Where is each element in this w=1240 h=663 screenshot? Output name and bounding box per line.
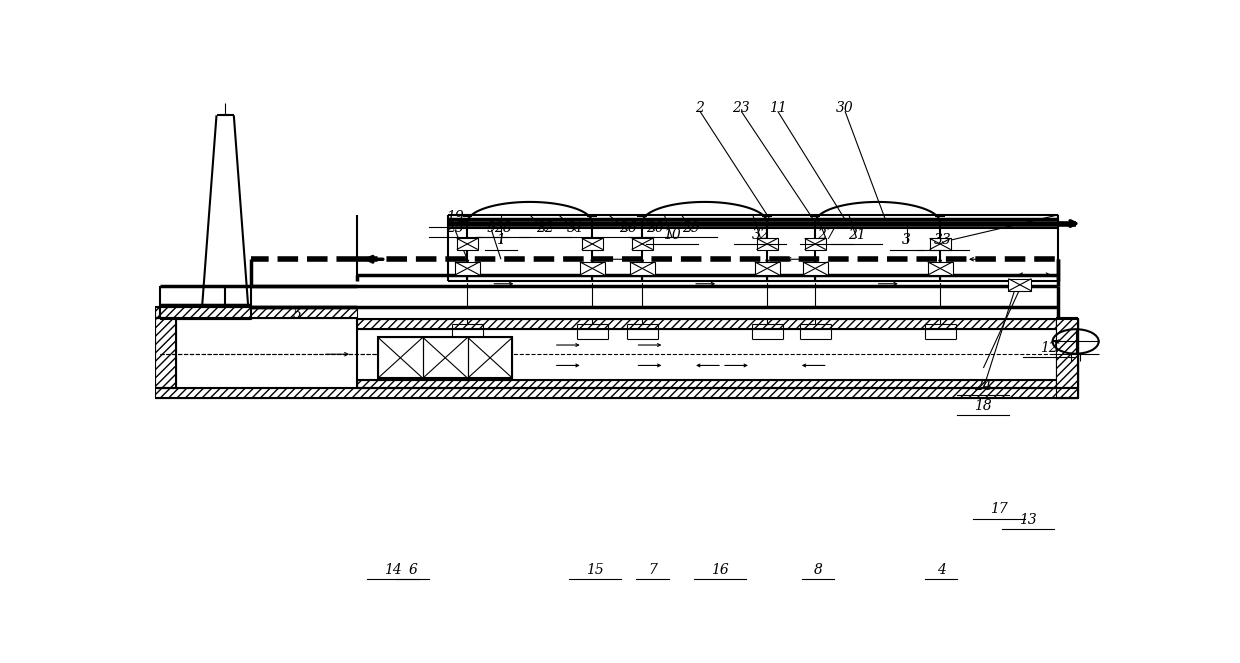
Text: 27: 27: [817, 228, 835, 242]
Text: 24: 24: [975, 379, 992, 393]
Bar: [456, 238, 477, 249]
Text: 16: 16: [712, 563, 729, 577]
Bar: [805, 238, 826, 249]
Text: 4: 4: [936, 563, 946, 577]
Bar: [756, 238, 777, 249]
Bar: [802, 262, 828, 275]
Bar: [1056, 318, 1078, 398]
Text: 7: 7: [649, 563, 657, 577]
Text: 2: 2: [696, 101, 704, 115]
Bar: [160, 305, 250, 320]
Text: 3: 3: [901, 233, 911, 247]
Bar: [755, 262, 780, 275]
Text: 9: 9: [487, 221, 496, 235]
Text: 12: 12: [1040, 341, 1058, 355]
Bar: [155, 307, 357, 318]
Bar: [455, 262, 480, 275]
Bar: [357, 380, 1056, 389]
Text: 19: 19: [446, 210, 464, 224]
Text: 18: 18: [975, 399, 992, 413]
Text: 25: 25: [446, 221, 464, 235]
Bar: [582, 238, 603, 249]
Bar: [155, 318, 176, 389]
Text: 1: 1: [496, 233, 506, 247]
Text: 33: 33: [934, 233, 952, 247]
Text: 6: 6: [408, 563, 417, 577]
Bar: [928, 262, 952, 275]
Bar: [930, 238, 951, 249]
Bar: [1008, 278, 1032, 291]
Text: 26: 26: [619, 221, 636, 235]
Text: 5: 5: [293, 308, 301, 322]
Bar: [357, 320, 1056, 329]
Text: 17: 17: [990, 503, 1008, 516]
Text: 14: 14: [384, 563, 402, 577]
Text: 31: 31: [567, 221, 585, 235]
Text: 13: 13: [1019, 512, 1037, 526]
Text: 32: 32: [751, 228, 769, 242]
Text: 23: 23: [733, 101, 750, 115]
Bar: [378, 337, 512, 378]
Text: 15: 15: [587, 563, 604, 577]
Bar: [580, 262, 605, 275]
Text: 22: 22: [536, 221, 554, 235]
Text: 11: 11: [769, 101, 786, 115]
Text: 20: 20: [646, 221, 663, 235]
Text: 28: 28: [494, 221, 512, 235]
Bar: [155, 389, 1078, 398]
Bar: [630, 262, 655, 275]
Text: 29: 29: [682, 221, 701, 235]
Text: 8: 8: [813, 563, 822, 577]
Bar: [1056, 320, 1078, 389]
Text: 10: 10: [663, 228, 681, 242]
Text: 30: 30: [836, 101, 854, 115]
Bar: [631, 238, 652, 249]
Text: 21: 21: [848, 228, 866, 242]
